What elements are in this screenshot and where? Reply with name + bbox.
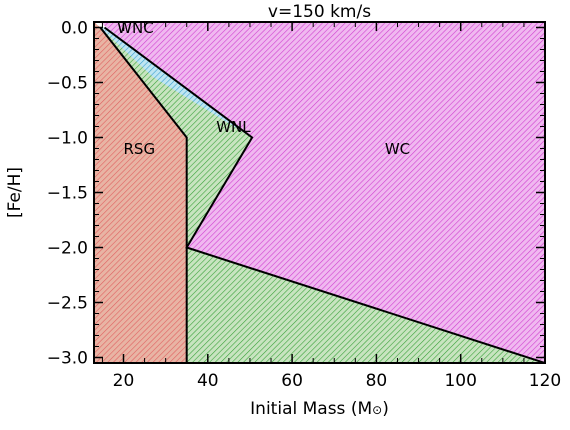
chart-title: v=150 km/s [268,2,371,22]
y-tick-label: −3.0 [47,349,88,369]
y-axis-title: [Fe/H] [5,167,25,218]
boundary-line [99,26,188,363]
x-tick-label: 60 [281,371,303,391]
x-tick-label: 120 [529,371,561,391]
boundaries [99,26,545,363]
y-tick-label: −2.0 [47,239,88,259]
region-label-wnl: WNL [216,118,251,136]
region-wc [100,22,545,363]
regions [94,22,545,363]
x-tick-label: 100 [444,371,476,391]
region-label-wc: WC [385,140,410,158]
y-tick-label: −1.5 [47,184,88,204]
boundary-line [103,26,545,363]
x-tick-label: 40 [197,371,219,391]
region-rsg [94,22,187,363]
y-tick-label: −0.5 [47,74,88,94]
y-tick-label: −1.0 [47,129,88,149]
x-axis-title: Initial Mass (M⊙) [250,399,389,419]
ticks: 20 40 60 80 100 120 0.0 −0.5 −1.0 −1.5 −2.0 −2.5 −3.… [47,19,562,392]
x-axis-title-text: Initial Mass (M [250,399,372,419]
y-tick-label: −2.5 [47,294,88,314]
x-tick-label: 20 [113,371,135,391]
x-tick-label: 80 [366,371,388,391]
region-label-rsg: RSG [124,140,156,158]
sun-symbol: ⊙ [372,403,382,417]
y-tick-label: 0.0 [61,19,88,39]
x-axis-title-close: ) [382,399,389,419]
